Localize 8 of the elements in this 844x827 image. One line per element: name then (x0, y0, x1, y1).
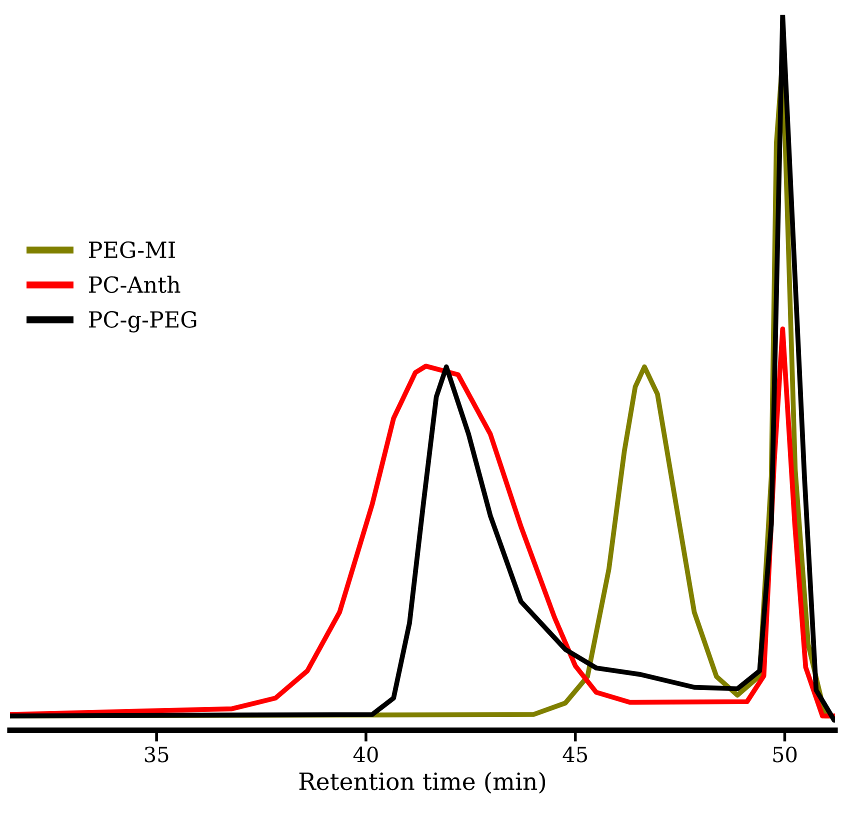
legend-label: PEG-MI (89, 241, 175, 258)
x-tick-label: 40 (353, 746, 378, 762)
x-tick-label: 50 (773, 746, 797, 762)
legend-label: PC-g-PEG (89, 311, 196, 332)
x-tick-label: 35 (144, 746, 168, 762)
legend-label: PC-Anth (89, 276, 180, 294)
x-axis-title: Retention time (min) (299, 772, 546, 794)
x-tick-label: 45 (562, 746, 587, 762)
